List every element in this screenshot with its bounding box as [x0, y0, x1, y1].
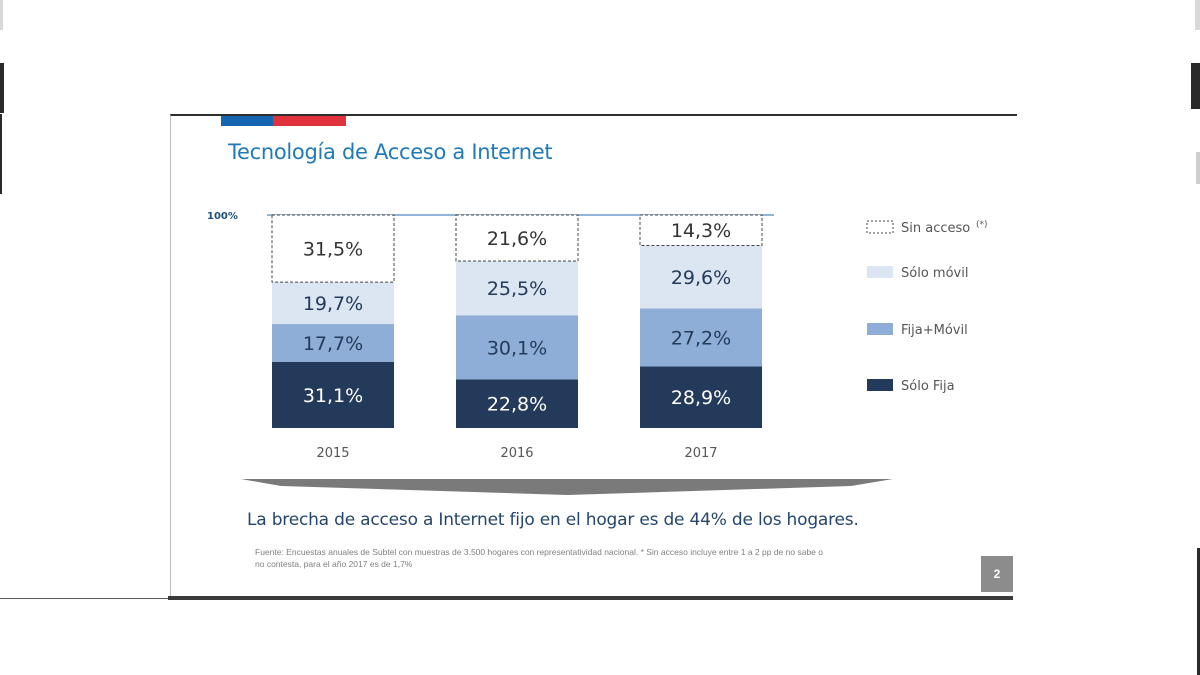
- category-label-2017: 2017: [684, 446, 717, 461]
- legend-swatch-sin-acceso: [866, 220, 894, 234]
- value-label-fija-m-vil-2015: 17,7%: [303, 333, 363, 355]
- conclusion-text: La brecha de acceso a Internet fijo en e…: [247, 510, 859, 530]
- legend-label-s-lo-fija: Sólo Fija: [901, 379, 955, 394]
- window-edge-left-top: [0, 0, 3, 30]
- category-label-2015: 2015: [316, 446, 349, 461]
- bar-s-lo-fija-2016: [456, 379, 578, 428]
- value-label-sin-acceso-2016: 21,6%: [487, 228, 547, 250]
- stacked-bar-chart: 100% 31,1% 17,7% 19,7% 31,5% 2015 22,8% 30,1% 25…: [207, 211, 988, 495]
- footnote-line-2: no contesta, para el año 2017 es de 1,7%: [255, 559, 413, 569]
- value-label-sin-acceso-2017: 14,3%: [671, 220, 731, 242]
- flag-red-stripe: [273, 116, 346, 126]
- bar-sin-acceso-2016: [455, 214, 579, 262]
- value-label-s-lo-m-vil-2017: 29,6%: [671, 267, 731, 289]
- bar-sin-acceso-2017: [639, 214, 763, 246]
- value-label-s-lo-m-vil-2015: 19,7%: [303, 293, 363, 315]
- bar-s-lo-fija-2015: [272, 361, 394, 428]
- bar-sin-acceso-2015: [271, 214, 395, 283]
- window-edge-right-lower: [1196, 152, 1200, 184]
- window-bottom-line: [0, 598, 170, 599]
- window-edge-right-bottom: [1197, 548, 1200, 675]
- legend-label-sin-acceso: Sin acceso: [901, 221, 970, 236]
- bar-s-lo-fija-2017: [640, 366, 762, 428]
- legend-label-fija-m-vil: Fija+Móvil: [901, 323, 968, 338]
- bar-fija-m-vil-2016: [456, 315, 578, 380]
- value-label-s-lo-fija-2015: 31,1%: [303, 385, 363, 407]
- flag-blue-stripe: [221, 116, 273, 126]
- chevron-divider: [241, 479, 893, 495]
- value-label-fija-m-vil-2016: 30,1%: [487, 337, 547, 359]
- category-label-2016: 2016: [500, 446, 533, 461]
- window-edge-right-top: [1195, 0, 1200, 30]
- footnote: Fuente: Encuestas anuales de Subtel con …: [255, 546, 905, 570]
- legend-swatch-s-lo-fija: [867, 379, 893, 391]
- value-label-s-lo-fija-2016: 22,8%: [487, 394, 547, 416]
- bar-fija-m-vil-2017: [640, 308, 762, 367]
- legend-swatch-s-lo-m-vil: [867, 266, 893, 278]
- slide-title: Tecnología de Acceso a Internet: [228, 140, 553, 164]
- window-edge-right: [1191, 63, 1200, 109]
- slide-bottom-shadow: [168, 596, 1013, 600]
- value-label-s-lo-fija-2017: 28,9%: [671, 387, 731, 409]
- top-label-100: 100%: [207, 211, 238, 222]
- presentation-slide: Tecnología de Acceso a Internet 100% 31,1…: [170, 114, 1017, 600]
- value-label-sin-acceso-2015: 31,5%: [303, 239, 363, 261]
- bar-fija-m-vil-2015: [272, 324, 394, 362]
- value-label-s-lo-m-vil-2016: 25,5%: [487, 278, 547, 300]
- legend-suffix-sin-acceso: (*): [976, 220, 988, 230]
- bar-s-lo-m-vil-2015: [272, 282, 394, 325]
- footnote-line-1: Fuente: Encuestas anuales de Subtel con …: [255, 547, 823, 557]
- page-number: 2: [981, 556, 1013, 592]
- bar-s-lo-m-vil-2017: [640, 245, 762, 309]
- bar-s-lo-m-vil-2016: [456, 261, 578, 316]
- legend-label-s-lo-m-vil: Sólo móvil: [901, 266, 968, 281]
- legend-swatch-fija-m-vil: [867, 323, 893, 335]
- window-edge-left-lower: [0, 114, 2, 194]
- window-edge-left: [0, 63, 4, 113]
- value-label-fija-m-vil-2017: 27,2%: [671, 327, 731, 349]
